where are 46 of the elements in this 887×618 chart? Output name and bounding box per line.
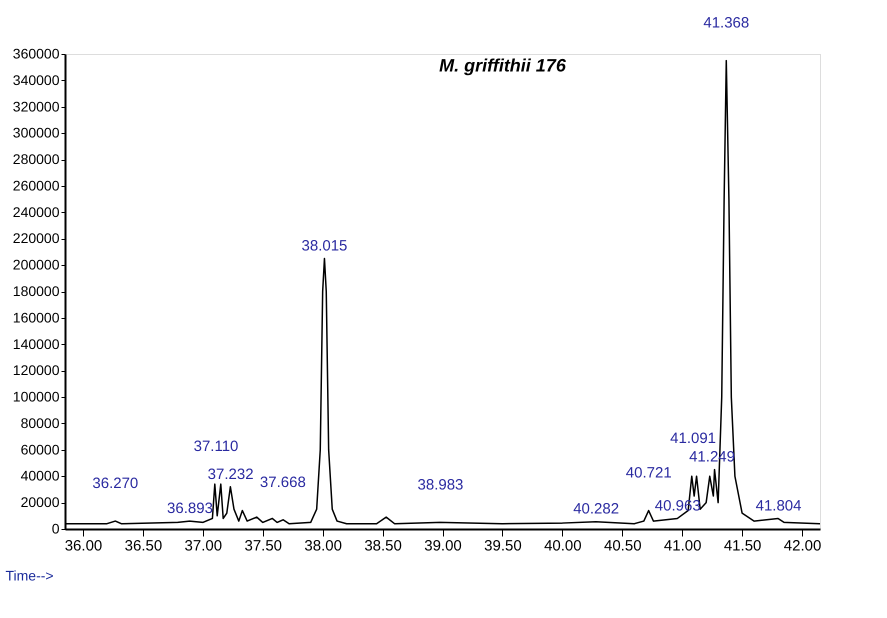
y-tick-label: 320000 — [12, 98, 60, 114]
y-tick-label: 300000 — [12, 124, 60, 141]
x-axis-title: Time--> — [6, 568, 54, 584]
annotation: 36.270 — [92, 475, 138, 492]
x-tick-label: 40.00 — [544, 538, 582, 554]
y-tick-label: 200000 — [12, 256, 60, 273]
annotation: 36.893 — [167, 500, 213, 518]
x-tick-label: 39.50 — [484, 538, 522, 554]
annotation: 38.983 — [418, 476, 464, 494]
y-tick-label: 100000 — [12, 388, 60, 405]
y-tick-label: 280000 — [12, 151, 60, 168]
annotation: 41.368 — [703, 14, 750, 32]
annotation: 41.804 — [756, 497, 802, 514]
y-tick-label: 40000 — [20, 468, 60, 484]
annotation: 40.282 — [573, 500, 620, 518]
y-tick-label: 240000 — [12, 204, 60, 220]
annotation: 37.110 — [194, 438, 238, 456]
y-tick-label: 360000 — [12, 46, 60, 62]
x-tick-label: 41.50 — [724, 538, 762, 554]
y-tick-label: 60000 — [20, 441, 60, 458]
x-tick-label: 38.50 — [364, 538, 402, 554]
x-tick-label: 40.50 — [604, 538, 642, 554]
x-tick-label: 38.00 — [304, 538, 342, 554]
y-tick-label: 340000 — [12, 72, 60, 88]
x-tick-label: 37.00 — [184, 538, 222, 554]
x-tick-label: 36.00 — [64, 538, 102, 554]
annotation: 41.091 — [670, 430, 716, 448]
annotation: 40.721 — [626, 464, 672, 482]
y-tick-label: 140000 — [12, 336, 60, 352]
x-tick-label: 39.00 — [424, 538, 462, 554]
y-tick-label: 0 — [52, 520, 60, 536]
chart-title: M. griffithii 176 — [439, 56, 567, 76]
x-tick-label: 42.00 — [784, 538, 822, 554]
y-tick-label: 260000 — [12, 177, 60, 194]
y-tick-label: 80000 — [20, 414, 60, 431]
annotation: 37.668 — [260, 474, 306, 491]
y-tick-label: 220000 — [12, 230, 60, 246]
annotation: 37.232 — [208, 466, 254, 483]
y-tick-label: 120000 — [12, 362, 60, 378]
x-tick-label: 36.50 — [124, 538, 162, 554]
y-tick-label: 160000 — [12, 309, 60, 326]
annotation: 38.015 — [302, 238, 348, 255]
y-tick-label: 180000 — [12, 283, 60, 299]
x-tick-label: 37.50 — [244, 538, 282, 554]
x-tick-label: 41.00 — [664, 538, 702, 554]
y-tick-label: 20000 — [20, 494, 60, 510]
